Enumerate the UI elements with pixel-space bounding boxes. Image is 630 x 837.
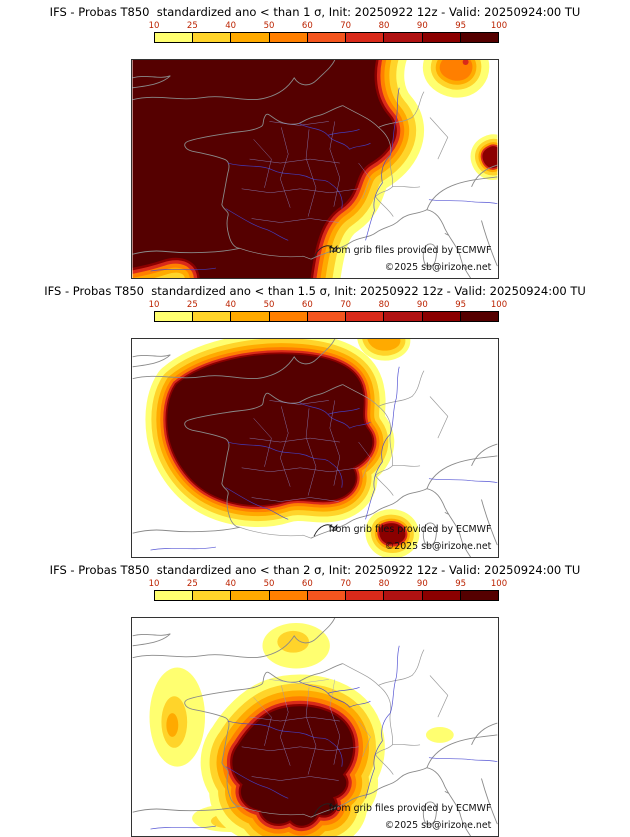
colorbar-segment (193, 591, 232, 600)
panel-sigma-1: IFS - Probas T850 standardized ano < tha… (0, 0, 630, 279)
colorbar-tick-label: 70 (340, 21, 352, 31)
colorbar-segment (231, 312, 270, 321)
ecmwf-credit: from grib files provided by ECMWF (329, 803, 492, 814)
colorbar-tick-label: 95 (455, 300, 467, 310)
colorbar-segment (269, 312, 308, 321)
colorbar-tick-label: 40 (225, 21, 237, 31)
colorbar-tick-label: 70 (340, 300, 352, 310)
colorbar-segment (155, 591, 194, 600)
colorbar-segment (346, 312, 385, 321)
colorbar-tick-label: 60 (301, 300, 313, 310)
colorbar-bar (154, 32, 499, 43)
colorbar-segment (384, 591, 423, 600)
colorbar-segment (193, 33, 232, 42)
panel-title: IFS - Probas T850 standardized ano < tha… (49, 5, 581, 19)
colorbar-segment (460, 312, 498, 321)
colorbar-segment (269, 591, 308, 600)
colorbar-segment (307, 312, 347, 321)
colorbar-tick-label: 100 (490, 21, 508, 31)
scribble-arrow-icon (313, 523, 338, 537)
colorbar-tick-label: 60 (301, 579, 313, 589)
colorbar-tick-row: 10 25 40 50 60 70 80 90 95 100 (149, 579, 508, 589)
colorbar-tick-label: 25 (186, 21, 198, 31)
colorbar-segment (269, 33, 308, 42)
colorbar-segment (422, 33, 461, 42)
probability-field (149, 622, 454, 836)
colorbar-bar (154, 590, 499, 601)
colorbar-tick-label: 25 (186, 579, 198, 589)
colorbar-segment (193, 312, 232, 321)
colorbar-tick-label: 80 (378, 21, 390, 31)
colorbar-segment (422, 312, 461, 321)
map-sigma-2: from grib files provided by ECMWF ©2025 … (131, 617, 499, 837)
colorbar-tick-label: 90 (416, 579, 428, 589)
colorbar-tick-label: 60 (301, 21, 313, 31)
colorbar-segment (460, 33, 498, 42)
colorbar: 10 25 40 50 60 70 80 90 95 100 (149, 300, 508, 333)
colorbar-tick-label: 100 (490, 579, 508, 589)
copyright: ©2025 sb@irizone.net (385, 262, 492, 273)
colorbar-tick-label: 80 (378, 579, 390, 589)
colorbar-segment (307, 591, 347, 600)
colorbar-tick-label: 90 (416, 300, 428, 310)
colorbar-segment (231, 591, 270, 600)
colorbar-tick-label: 40 (225, 579, 237, 589)
colorbar-tick-label: 95 (455, 21, 467, 31)
colorbar-segment (422, 591, 461, 600)
panel-sigma-2: IFS - Probas T850 standardized ano < tha… (0, 558, 630, 837)
colorbar: 10 25 40 50 60 70 80 90 95 100 (149, 579, 508, 612)
colorbar-segment (384, 33, 423, 42)
colorbar-segment (307, 33, 347, 42)
panel-title: IFS - Probas T850 standardized ano < tha… (44, 284, 586, 298)
copyright: ©2025 sb@irizone.net (385, 541, 492, 552)
probability-field (132, 60, 498, 278)
colorbar-tick-label: 40 (225, 300, 237, 310)
colorbar: 10 25 40 50 60 70 80 90 95 100 (149, 21, 508, 54)
colorbar-tick-label: 25 (186, 300, 198, 310)
map-sigma-1-5: from grib files provided by ECMWF ©2025 … (131, 338, 499, 558)
colorbar-tick-label: 50 (263, 579, 275, 589)
scribble-arrow-icon (313, 802, 338, 816)
colorbar-tick-label: 90 (416, 21, 428, 31)
colorbar-segment (460, 591, 498, 600)
colorbar-tick-row: 10 25 40 50 60 70 80 90 95 100 (149, 300, 508, 310)
colorbar-bar (154, 311, 499, 322)
colorbar-segment (231, 33, 270, 42)
colorbar-tick-label: 50 (263, 21, 275, 31)
colorbar-tick-label: 95 (455, 579, 467, 589)
colorbar-tick-label: 70 (340, 579, 352, 589)
scribble-arrow-icon (313, 244, 338, 258)
copyright: ©2025 sb@irizone.net (385, 820, 492, 831)
colorbar-segment (155, 312, 194, 321)
colorbar-tick-label: 10 (148, 579, 160, 589)
colorbar-tick-label: 10 (148, 21, 160, 31)
ecmwf-credit: from grib files provided by ECMWF (329, 245, 492, 256)
colorbar-segment (346, 591, 385, 600)
panel-sigma-1-5: IFS - Probas T850 standardized ano < tha… (0, 279, 630, 558)
colorbar-tick-row: 10 25 40 50 60 70 80 90 95 100 (149, 21, 508, 31)
ecmwf-credit: from grib files provided by ECMWF (329, 524, 492, 535)
colorbar-tick-label: 10 (148, 300, 160, 310)
probability-field (145, 339, 420, 557)
colorbar-tick-label: 80 (378, 300, 390, 310)
colorbar-segment (384, 312, 423, 321)
colorbar-segment (346, 33, 385, 42)
colorbar-tick-label: 50 (263, 300, 275, 310)
panel-title: IFS - Probas T850 standardized ano < tha… (49, 563, 581, 577)
map-sigma-1: from grib files provided by ECMWF ©2025 … (131, 59, 499, 279)
colorbar-segment (155, 33, 194, 42)
colorbar-tick-label: 100 (490, 300, 508, 310)
